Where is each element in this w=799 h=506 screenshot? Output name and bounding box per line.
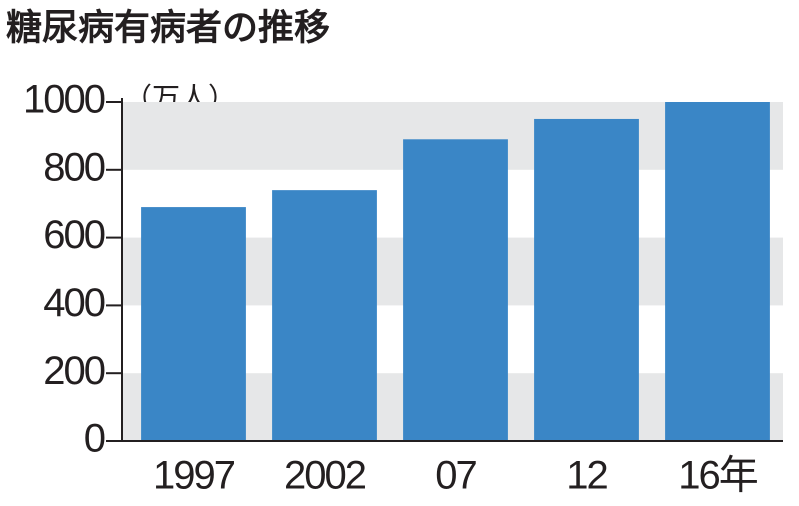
y-tick-label: 400 — [43, 281, 104, 325]
x-tick-label: 2002 — [284, 454, 366, 498]
bar — [665, 102, 770, 441]
y-tick-label: 600 — [43, 213, 104, 257]
x-tick-label: 1997 — [153, 454, 235, 498]
bar — [141, 207, 246, 441]
y-tick-label: 200 — [43, 349, 104, 393]
x-tick-label: 12 — [566, 454, 607, 498]
bar — [272, 190, 377, 441]
chart-title: 糖尿病有病者の推移 — [6, 7, 330, 48]
bar — [403, 139, 508, 442]
x-tick-label: 07 — [435, 454, 476, 498]
y-tick-label: 0 — [84, 417, 105, 461]
bar — [534, 118, 639, 441]
y-tick-label: 800 — [43, 145, 104, 189]
x-tick-label: 16年 — [678, 454, 757, 498]
y-tick-label: 1000 — [23, 78, 105, 122]
